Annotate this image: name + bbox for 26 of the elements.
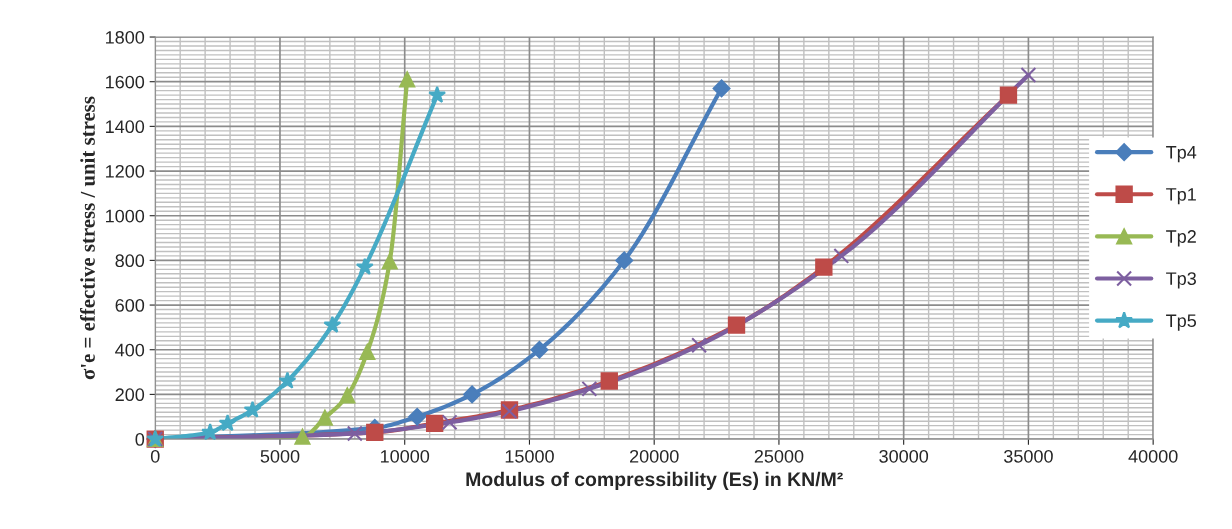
y-tick-label: 1400 <box>106 120 145 134</box>
x-tick-label: 5000 <box>260 449 300 463</box>
x-axis-title: Modulus of compressibility (Es) in KN/M² <box>466 471 843 490</box>
legend-label: Tp2 <box>1166 230 1196 247</box>
legend-label: Tp3 <box>1166 272 1196 289</box>
legend-label: Tp4 <box>1166 146 1197 163</box>
y-axis-title: σ'e = effective stress / unit stress <box>79 96 95 380</box>
y-tick-label: 200 <box>115 388 145 402</box>
y-tick-label: 1200 <box>106 164 145 178</box>
x-tick-label: 20000 <box>630 449 679 463</box>
legend-label: Tp5 <box>1166 314 1197 331</box>
y-tick-label: 1600 <box>106 75 145 89</box>
y-tick-label: 1800 <box>106 30 145 44</box>
y-tick-label: 800 <box>115 254 145 268</box>
x-tick-label: 15000 <box>505 449 554 463</box>
legend-label: Tp1 <box>1166 188 1196 205</box>
x-tick-label: 10000 <box>380 449 430 463</box>
x-tick-label: 0 <box>150 449 160 463</box>
x-tick-label: 40000 <box>1128 449 1178 463</box>
y-tick-label: 0 <box>135 433 145 446</box>
y-tick-label: 400 <box>115 343 145 357</box>
x-tick-label: 30000 <box>879 449 929 463</box>
x-tick-label: 25000 <box>754 449 804 463</box>
x-tick-label: 35000 <box>1004 449 1053 463</box>
y-tick-label: 600 <box>115 298 145 312</box>
y-tick-label: 1000 <box>106 209 145 223</box>
